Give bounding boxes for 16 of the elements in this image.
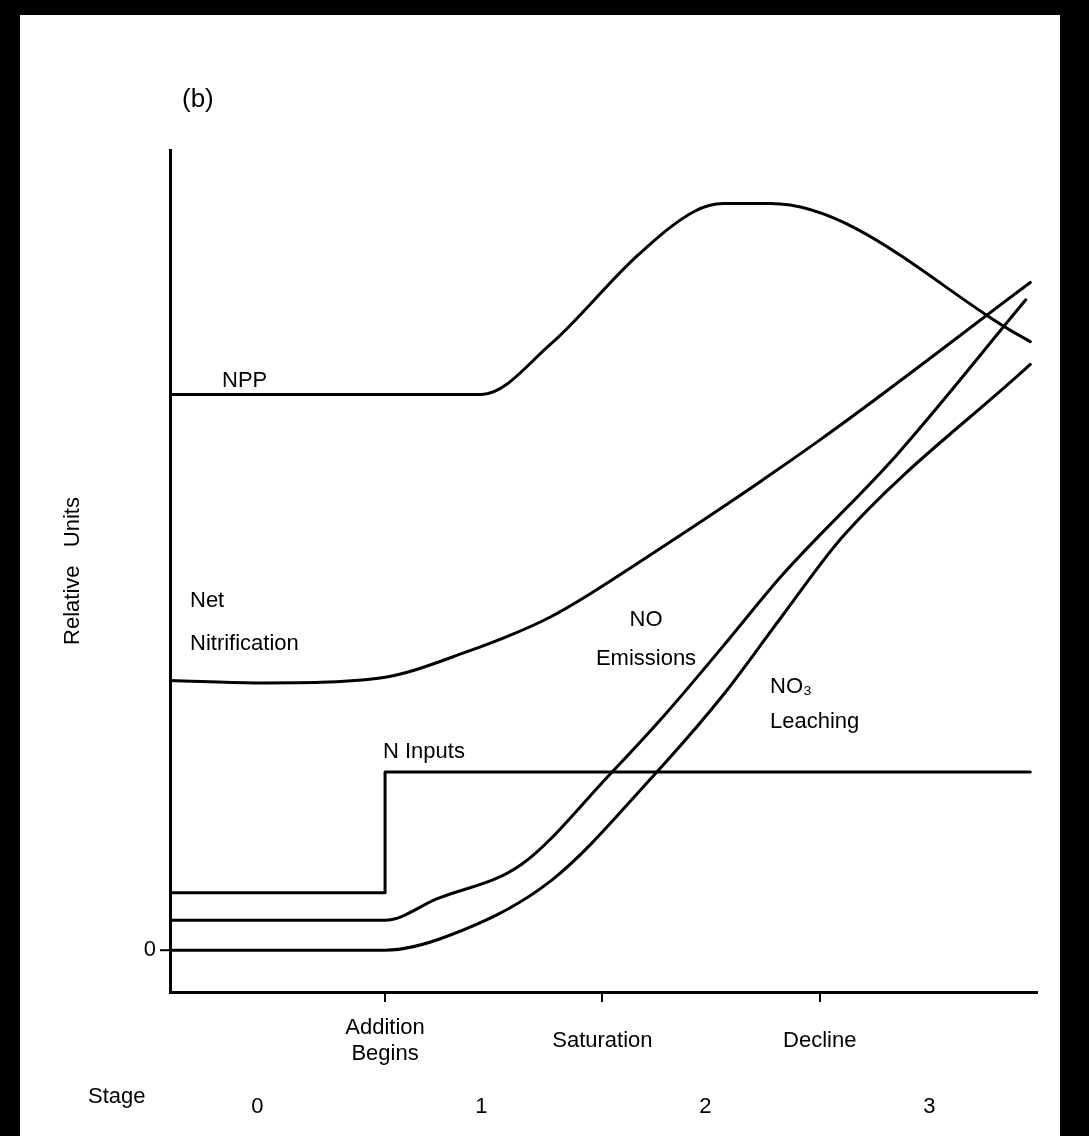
chart-title: (b) (182, 83, 214, 113)
x-axis-title: Stage (88, 1083, 146, 1109)
text: Saturation (552, 1027, 653, 1052)
x-tick-label: 3 (923, 1093, 936, 1119)
series-label: N Inputs (383, 738, 465, 763)
series-label: NO Emissions (595, 606, 697, 670)
text: Addition Begins (345, 1014, 425, 1065)
y-axis-title: Relative Units (59, 497, 85, 645)
x-tick-label: 0 (251, 1093, 264, 1119)
series-label: NPP (222, 367, 268, 392)
x-tick-label: 2 (699, 1093, 712, 1119)
series-label: Net Nitrification (190, 587, 299, 655)
series-label: NO₃ Leaching (770, 673, 860, 733)
x-tick-label: 1 (475, 1093, 488, 1119)
text: 0 (143, 936, 156, 962)
text: Decline (783, 1027, 857, 1052)
